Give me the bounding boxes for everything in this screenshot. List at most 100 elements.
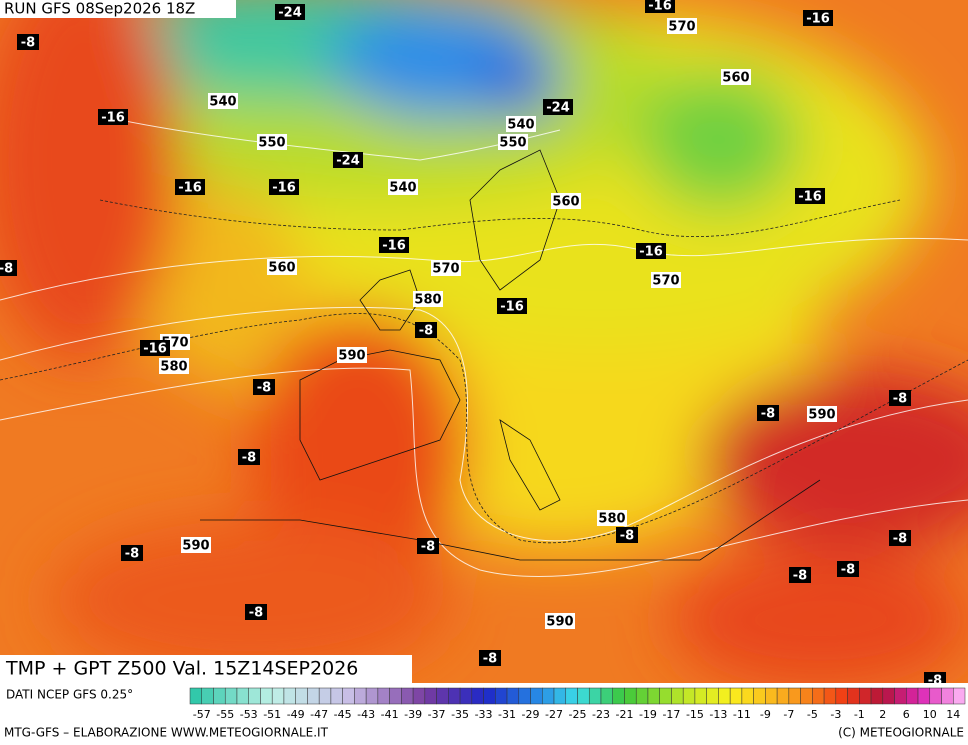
copyright: (C) METEOGIORNALE <box>838 726 964 740</box>
scale-cell <box>330 687 343 705</box>
height-label-box <box>413 291 443 307</box>
temp-label: -8 <box>893 392 907 407</box>
temp-label: -8 <box>841 563 855 578</box>
scale-cell <box>788 687 801 705</box>
height-label: 580 <box>414 293 441 308</box>
temp-label-box <box>795 188 825 204</box>
map-field <box>0 0 968 683</box>
scale-cell <box>506 687 520 705</box>
scale-cell <box>260 687 273 705</box>
temp-label-box <box>417 538 439 554</box>
temp-label-box <box>616 527 638 543</box>
scale-cell <box>565 687 578 705</box>
temp-label-box <box>645 0 675 13</box>
scale-cell <box>448 687 461 705</box>
temp-label-box <box>140 340 170 356</box>
height-label-box <box>721 69 751 85</box>
scale-cell <box>706 687 719 705</box>
height-label: 550 <box>499 136 526 151</box>
temp-label: -8 <box>421 540 435 555</box>
scale-cell <box>941 687 954 705</box>
temp-label-box <box>757 405 779 421</box>
temp-label-box <box>497 298 527 314</box>
scale-label: -31 <box>498 708 516 721</box>
scale-cell <box>295 687 308 705</box>
height-label: 540 <box>389 181 416 196</box>
scale-cell <box>859 687 872 705</box>
scale-cell <box>530 687 543 705</box>
scale-label: -29 <box>522 708 540 721</box>
scale-cell <box>729 687 743 705</box>
height-label: 590 <box>182 539 209 554</box>
scale-label: -13 <box>709 708 727 721</box>
height-label: 570 <box>432 262 459 277</box>
scale-cell <box>318 687 332 705</box>
temp-label-box <box>269 179 299 195</box>
scale-cell <box>823 687 837 705</box>
run-box <box>0 0 236 18</box>
scale-cell <box>412 687 426 705</box>
scale-label: -41 <box>381 708 399 721</box>
scale-cell <box>953 687 966 705</box>
scale-label: -21 <box>615 708 633 721</box>
temp-label: -16 <box>382 239 406 254</box>
scale-cell <box>812 687 825 705</box>
scale-cell <box>847 687 860 705</box>
scale-label: -33 <box>475 708 493 721</box>
map-title: TMP + GPT Z500 Val. 15Z14SEP2026 <box>5 658 358 680</box>
scale-cell <box>189 687 202 705</box>
scale-cell <box>682 687 696 705</box>
temp-label-box <box>245 604 267 620</box>
temp-label-box <box>98 109 128 125</box>
height-label-box <box>337 347 367 363</box>
scale-cell <box>765 687 778 705</box>
temp-label: -16 <box>143 342 167 357</box>
height-label: 550 <box>258 136 285 151</box>
scale-cell <box>870 687 884 705</box>
temp-label-box <box>543 99 573 115</box>
scale-cell <box>776 687 790 705</box>
height-label-box <box>498 134 528 150</box>
scale-cell <box>917 687 931 705</box>
height-label-box <box>651 272 681 288</box>
run-label: RUN GFS 08Sep2026 18Z <box>4 0 195 18</box>
scale-label: -19 <box>639 708 657 721</box>
scale-label: -43 <box>357 708 375 721</box>
temp-label: -8 <box>483 652 497 667</box>
scale-label: -15 <box>686 708 704 721</box>
temp-label-box <box>275 4 305 20</box>
height-label-box <box>597 510 627 526</box>
scale-cell <box>201 687 214 705</box>
height-label: 580 <box>160 360 187 375</box>
temp-label: -16 <box>639 245 663 260</box>
scale-cell <box>600 687 613 705</box>
temp-label-box <box>636 243 666 259</box>
scale-label: -51 <box>263 708 281 721</box>
scale-label: -39 <box>404 708 422 721</box>
height-label: 560 <box>268 261 295 276</box>
temp-label: -16 <box>272 181 296 196</box>
scale-cell <box>671 687 684 705</box>
scale-cell <box>471 687 484 705</box>
scale-label: -9 <box>760 708 771 721</box>
scale-cell <box>894 687 907 705</box>
scale-label: -25 <box>569 708 587 721</box>
scale-cell <box>495 687 508 705</box>
scale-cell <box>459 687 473 705</box>
height-label: 560 <box>552 195 579 210</box>
height-label-box <box>208 93 238 109</box>
temp-label: -24 <box>546 101 570 116</box>
temp-label-box <box>889 390 911 406</box>
scale-label: -23 <box>592 708 610 721</box>
scale-cell <box>389 687 402 705</box>
scale-cell <box>271 687 285 705</box>
scale-cell <box>436 687 449 705</box>
height-label: 540 <box>507 118 534 133</box>
scale-cell <box>647 687 660 705</box>
temp-label-box <box>175 179 205 195</box>
scale-label: -49 <box>287 708 305 721</box>
temp-label: -8 <box>419 324 433 339</box>
height-label-box <box>257 134 287 150</box>
temp-label: -8 <box>242 451 256 466</box>
